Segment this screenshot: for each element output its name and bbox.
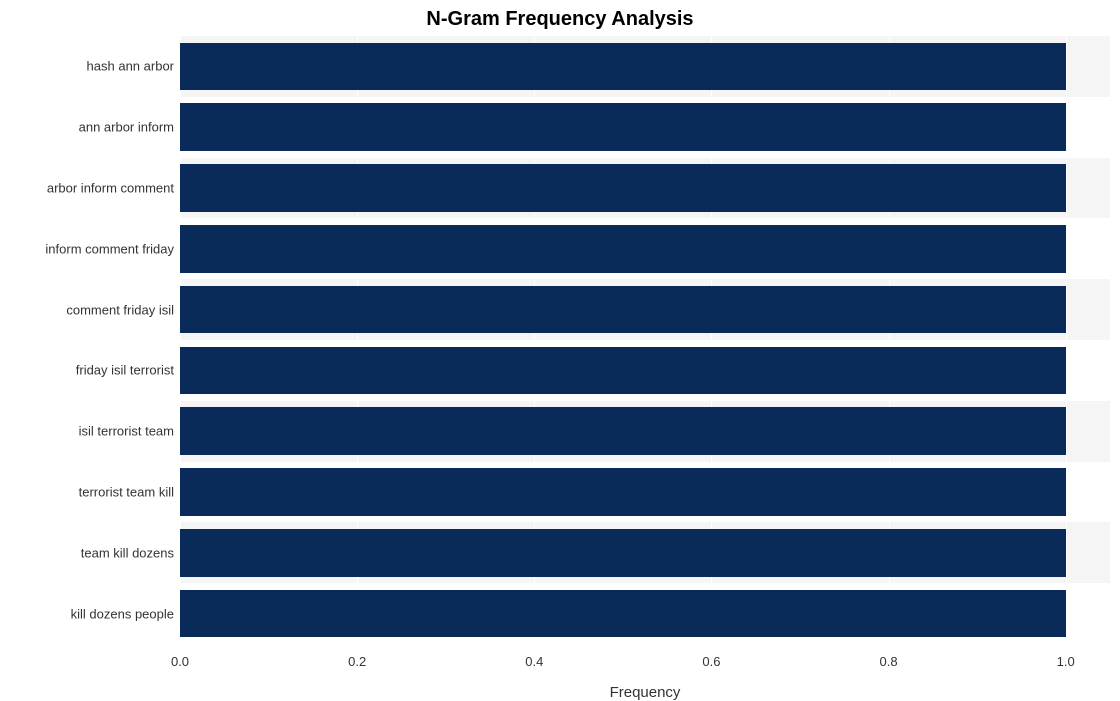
x-tick-label: 0.2 — [348, 654, 366, 669]
bar — [180, 407, 1066, 454]
y-tick-label: terrorist team kill — [79, 485, 174, 500]
bar — [180, 468, 1066, 515]
bar — [180, 43, 1066, 90]
y-tick-label: inform comment friday — [45, 241, 174, 256]
x-axis-label: Frequency — [180, 684, 1110, 701]
bar — [180, 164, 1066, 211]
x-tick-label: 0.8 — [880, 654, 898, 669]
y-tick-label: hash ann arbor — [87, 59, 174, 74]
bar — [180, 225, 1066, 272]
y-tick-label: comment friday isil — [66, 302, 174, 317]
x-tick-label: 0.6 — [702, 654, 720, 669]
bar — [180, 347, 1066, 394]
x-tick-label: 1.0 — [1057, 654, 1075, 669]
bar — [180, 529, 1066, 576]
x-tick-label: 0.0 — [171, 654, 189, 669]
plot-area — [180, 36, 1110, 644]
bar — [180, 103, 1066, 150]
bar — [180, 286, 1066, 333]
y-tick-label: arbor inform comment — [47, 181, 174, 196]
x-tick-label: 0.4 — [525, 654, 543, 669]
y-tick-label: isil terrorist team — [79, 424, 174, 439]
y-tick-label: friday isil terrorist — [76, 363, 174, 378]
y-tick-label: team kill dozens — [81, 545, 174, 560]
chart-title: N-Gram Frequency Analysis — [0, 8, 1120, 31]
y-tick-label: kill dozens people — [71, 606, 174, 621]
ngram-chart: N-Gram Frequency Analysis Frequency hash… — [0, 0, 1120, 701]
bar — [180, 590, 1066, 637]
gridline — [1066, 36, 1067, 644]
y-tick-label: ann arbor inform — [79, 120, 174, 135]
